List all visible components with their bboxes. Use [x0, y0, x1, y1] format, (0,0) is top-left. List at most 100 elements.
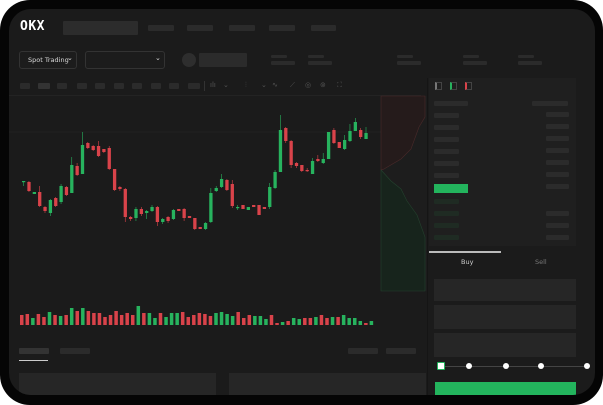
indicator-icon[interactable]: ılı: [210, 81, 216, 89]
okx-logo[interactable]: OKX: [20, 19, 45, 34]
order-book-header-total: [532, 101, 568, 106]
trading-mode-selector[interactable]: Spot Trading ⌄: [19, 51, 77, 69]
candle-body: [310, 161, 315, 174]
nav-item-3[interactable]: [229, 25, 255, 31]
volume-bar: [197, 313, 202, 325]
nav-item-2[interactable]: [187, 25, 213, 31]
bid-price: [434, 223, 459, 228]
tab-sell[interactable]: Sell: [535, 258, 547, 266]
candle-body: [268, 187, 272, 207]
candle-body: [118, 187, 122, 189]
volume-bar: [119, 315, 124, 325]
volume-bar: [20, 315, 24, 325]
candle-body: [54, 198, 58, 206]
book-both-icon[interactable]: [435, 82, 442, 90]
order-form-tab-divider: [429, 251, 501, 253]
timeframe-button[interactable]: [77, 83, 87, 89]
candle-body: [155, 207, 160, 222]
stat-value: [397, 61, 421, 65]
ask-total: [546, 124, 569, 129]
ruler-icon[interactable]: ⟋: [290, 81, 295, 89]
candle-body: [112, 169, 117, 190]
tab-buy[interactable]: Buy: [461, 258, 474, 266]
slider-handle[interactable]: [437, 362, 445, 370]
slider-stop-50[interactable]: [503, 363, 509, 369]
pair-selector[interactable]: ⌄: [85, 51, 165, 69]
order-book-panel-divider: [427, 78, 428, 395]
slider-stop-75[interactable]: [538, 363, 544, 369]
slider-stop-25[interactable]: [466, 363, 472, 369]
volume-bar: [108, 315, 113, 325]
timeframe-button[interactable]: [57, 83, 67, 89]
stat-label: [518, 55, 534, 58]
stat-label: [271, 55, 287, 58]
timeframe-button[interactable]: [151, 83, 161, 89]
slider-stop-100[interactable]: [584, 363, 590, 369]
ask-total: [546, 136, 569, 141]
settings-icon[interactable]: ⊚: [320, 81, 326, 89]
timeframe-button[interactable]: [132, 83, 142, 89]
nav-item-1[interactable]: [148, 25, 174, 31]
timeframe-button[interactable]: [20, 83, 30, 89]
depth-bids: [380, 169, 426, 292]
candle-body: [171, 210, 176, 219]
stat-value: [463, 61, 487, 65]
timeframe-button[interactable]: [188, 83, 200, 89]
candlestick-chart: [9, 115, 381, 325]
timeframe-button[interactable]: [95, 83, 105, 89]
bottom-tab-2[interactable]: [60, 348, 90, 354]
depth-chart: [380, 95, 427, 292]
order-book-header-price: [434, 101, 468, 106]
candle-body: [209, 193, 213, 222]
volume-bar: [353, 318, 357, 325]
book-bids-icon[interactable]: [450, 82, 457, 90]
candle-body: [96, 146, 101, 156]
bottom-action-2[interactable]: [386, 348, 416, 354]
bottom-tab-1[interactable]: [19, 348, 49, 354]
camera-icon[interactable]: ◎: [305, 81, 312, 89]
stat-value: [518, 61, 542, 65]
candle-body: [348, 131, 352, 141]
search-input[interactable]: [63, 21, 138, 35]
ask-price: [434, 161, 459, 166]
volume-bar: [358, 321, 363, 325]
nav-item-4[interactable]: [269, 25, 295, 31]
line-icon[interactable]: ∿: [272, 81, 278, 89]
book-asks-icon[interactable]: [465, 82, 472, 90]
timeframe-button[interactable]: [114, 83, 124, 89]
fullscreen-icon[interactable]: ⛶: [337, 81, 342, 89]
price-input[interactable]: [434, 279, 576, 301]
bottom-action-1[interactable]: [348, 348, 378, 354]
chevron-down-icon[interactable]: ⌄: [261, 81, 267, 89]
volume-bar: [92, 313, 96, 325]
candle-body: [70, 165, 74, 193]
candle-body: [305, 170, 309, 172]
amount-input[interactable]: [434, 305, 576, 329]
timeframe-button[interactable]: [169, 83, 179, 89]
toolbar-separator: [204, 81, 205, 91]
ask-total: [546, 184, 569, 189]
volume-bar: [169, 313, 174, 325]
candle-body: [236, 207, 240, 209]
nav-item-5[interactable]: [311, 25, 336, 31]
amount-slider[interactable]: [437, 362, 590, 370]
total-input[interactable]: [434, 333, 576, 357]
bottom-panel-right: [229, 373, 426, 395]
chevron-down-icon: ⌄: [67, 54, 73, 62]
volume-bar: [291, 318, 296, 325]
candle-body: [364, 133, 368, 139]
volume-bar: [341, 315, 346, 325]
bid-total: [546, 235, 569, 240]
volume-bar: [208, 316, 213, 325]
chevron-down-icon[interactable]: ⌄: [223, 81, 229, 89]
candle-body: [214, 188, 218, 191]
candle-body: [129, 217, 133, 219]
timeframe-button[interactable]: [38, 83, 50, 89]
volume-bar: [69, 308, 74, 325]
candles-icon[interactable]: ⫶: [245, 81, 247, 89]
volume-bar: [86, 311, 91, 325]
buy-submit-button[interactable]: [435, 382, 576, 395]
candle-body: [225, 180, 229, 190]
volume-bar: [58, 316, 63, 325]
volume-bar: [42, 317, 46, 325]
